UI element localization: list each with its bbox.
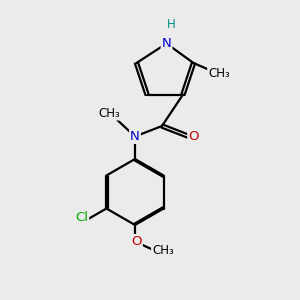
Text: O: O bbox=[188, 130, 199, 143]
Text: N: N bbox=[162, 37, 171, 50]
Text: H: H bbox=[167, 17, 176, 31]
Text: CH₃: CH₃ bbox=[152, 244, 174, 257]
Text: Cl: Cl bbox=[75, 211, 88, 224]
Text: CH₃: CH₃ bbox=[99, 106, 120, 120]
Text: CH₃: CH₃ bbox=[208, 67, 230, 80]
Text: O: O bbox=[131, 235, 142, 248]
Text: N: N bbox=[130, 130, 140, 143]
